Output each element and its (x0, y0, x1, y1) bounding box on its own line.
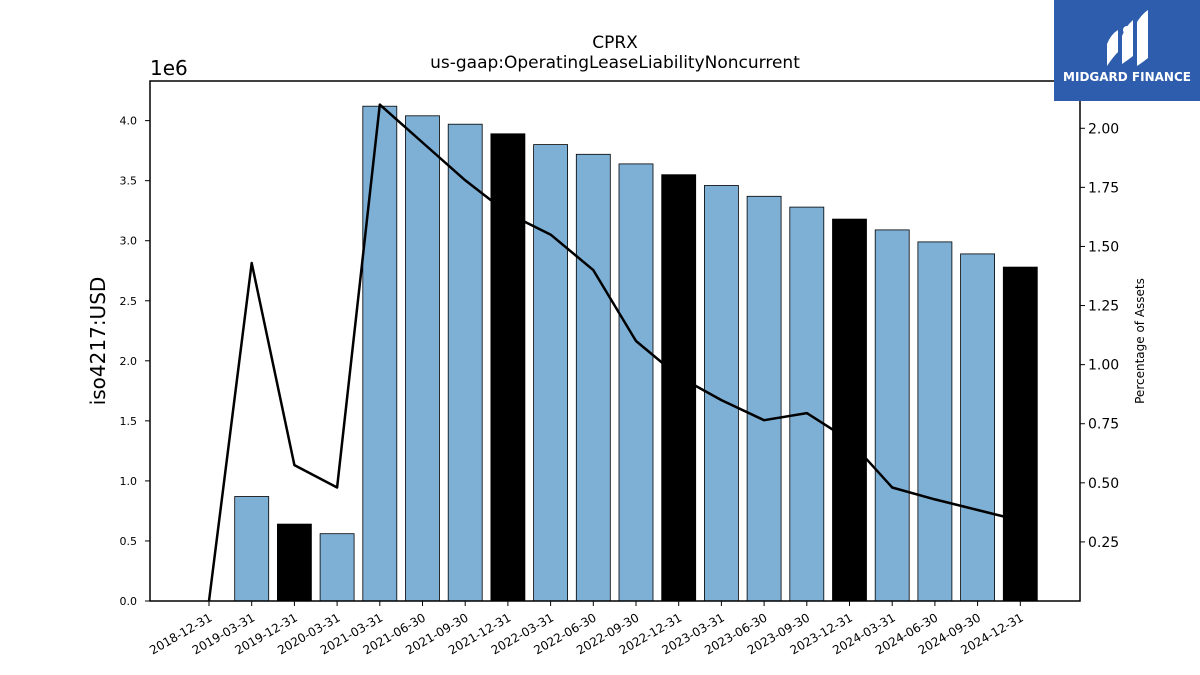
bar-2023-12-31 (832, 218, 867, 602)
y-tick-label: 0.0 (120, 595, 138, 608)
y-tick-label: 2.5 (120, 295, 138, 308)
y2-tick-label: 1.25 (1088, 299, 1119, 315)
line-group (207, 103, 1021, 602)
y2-tick-label: 1.50 (1088, 239, 1119, 255)
y2-tick-label: 1.00 (1088, 358, 1119, 374)
bar-2022-09-30 (618, 163, 654, 602)
bar-2023-06-30 (746, 195, 782, 602)
logo-mark-icon (1107, 10, 1148, 66)
y2-tick-label: 0.75 (1088, 417, 1119, 433)
bar-2024-09-30 (960, 253, 995, 602)
y-tick-label: 4.0 (120, 115, 138, 128)
y-axis-label: iso4217:USD (86, 277, 110, 406)
bar-2022-03-31 (533, 144, 568, 602)
y2-axis-label: Percentage of Assets (1133, 278, 1147, 404)
brand-logo: MIDGARD FINANCE (1054, 0, 1200, 101)
logo-text: MIDGARD FINANCE (1063, 70, 1191, 84)
bar-2019-12-31 (276, 523, 312, 602)
bar-2021-06-30 (405, 115, 440, 602)
y2-tick-label: 0.25 (1088, 535, 1119, 551)
bar-2021-03-31 (362, 105, 398, 602)
bar-2022-06-30 (575, 153, 611, 602)
y-tick-label: 3.0 (120, 235, 138, 248)
bar-2023-09-30 (789, 206, 825, 602)
plot-frame (149, 80, 1081, 602)
y-tick-label: 2.0 (120, 355, 138, 368)
chart-subtitle: us-gaap:OperatingLeaseLiabilityNoncurren… (430, 53, 800, 73)
bar-2021-09-30 (447, 123, 483, 602)
bar-2024-06-30 (917, 241, 953, 602)
y-tick-label: 1.5 (120, 415, 138, 428)
y-tick-label: 3.5 (120, 175, 138, 188)
y-axis-offset: 1e6 (150, 56, 188, 80)
bar-2021-12-31 (490, 133, 526, 602)
chart-title: CPRX (592, 33, 638, 53)
y-tick-label: 0.5 (120, 535, 138, 548)
y2-tick-label: 0.50 (1088, 476, 1119, 492)
bar-2024-12-31 (1002, 266, 1038, 602)
y2-tick-label: 1.75 (1088, 180, 1119, 196)
y-tick-label: 1.0 (120, 475, 138, 488)
bars-group (234, 105, 1038, 602)
y2-tick-label: 2.00 (1088, 121, 1119, 137)
bar-2019-03-31 (234, 496, 270, 602)
bar-2022-12-31 (661, 174, 697, 602)
percentage-line (207, 103, 1021, 602)
bar-2024-03-31 (874, 229, 910, 602)
bar-2020-03-31 (319, 533, 355, 602)
